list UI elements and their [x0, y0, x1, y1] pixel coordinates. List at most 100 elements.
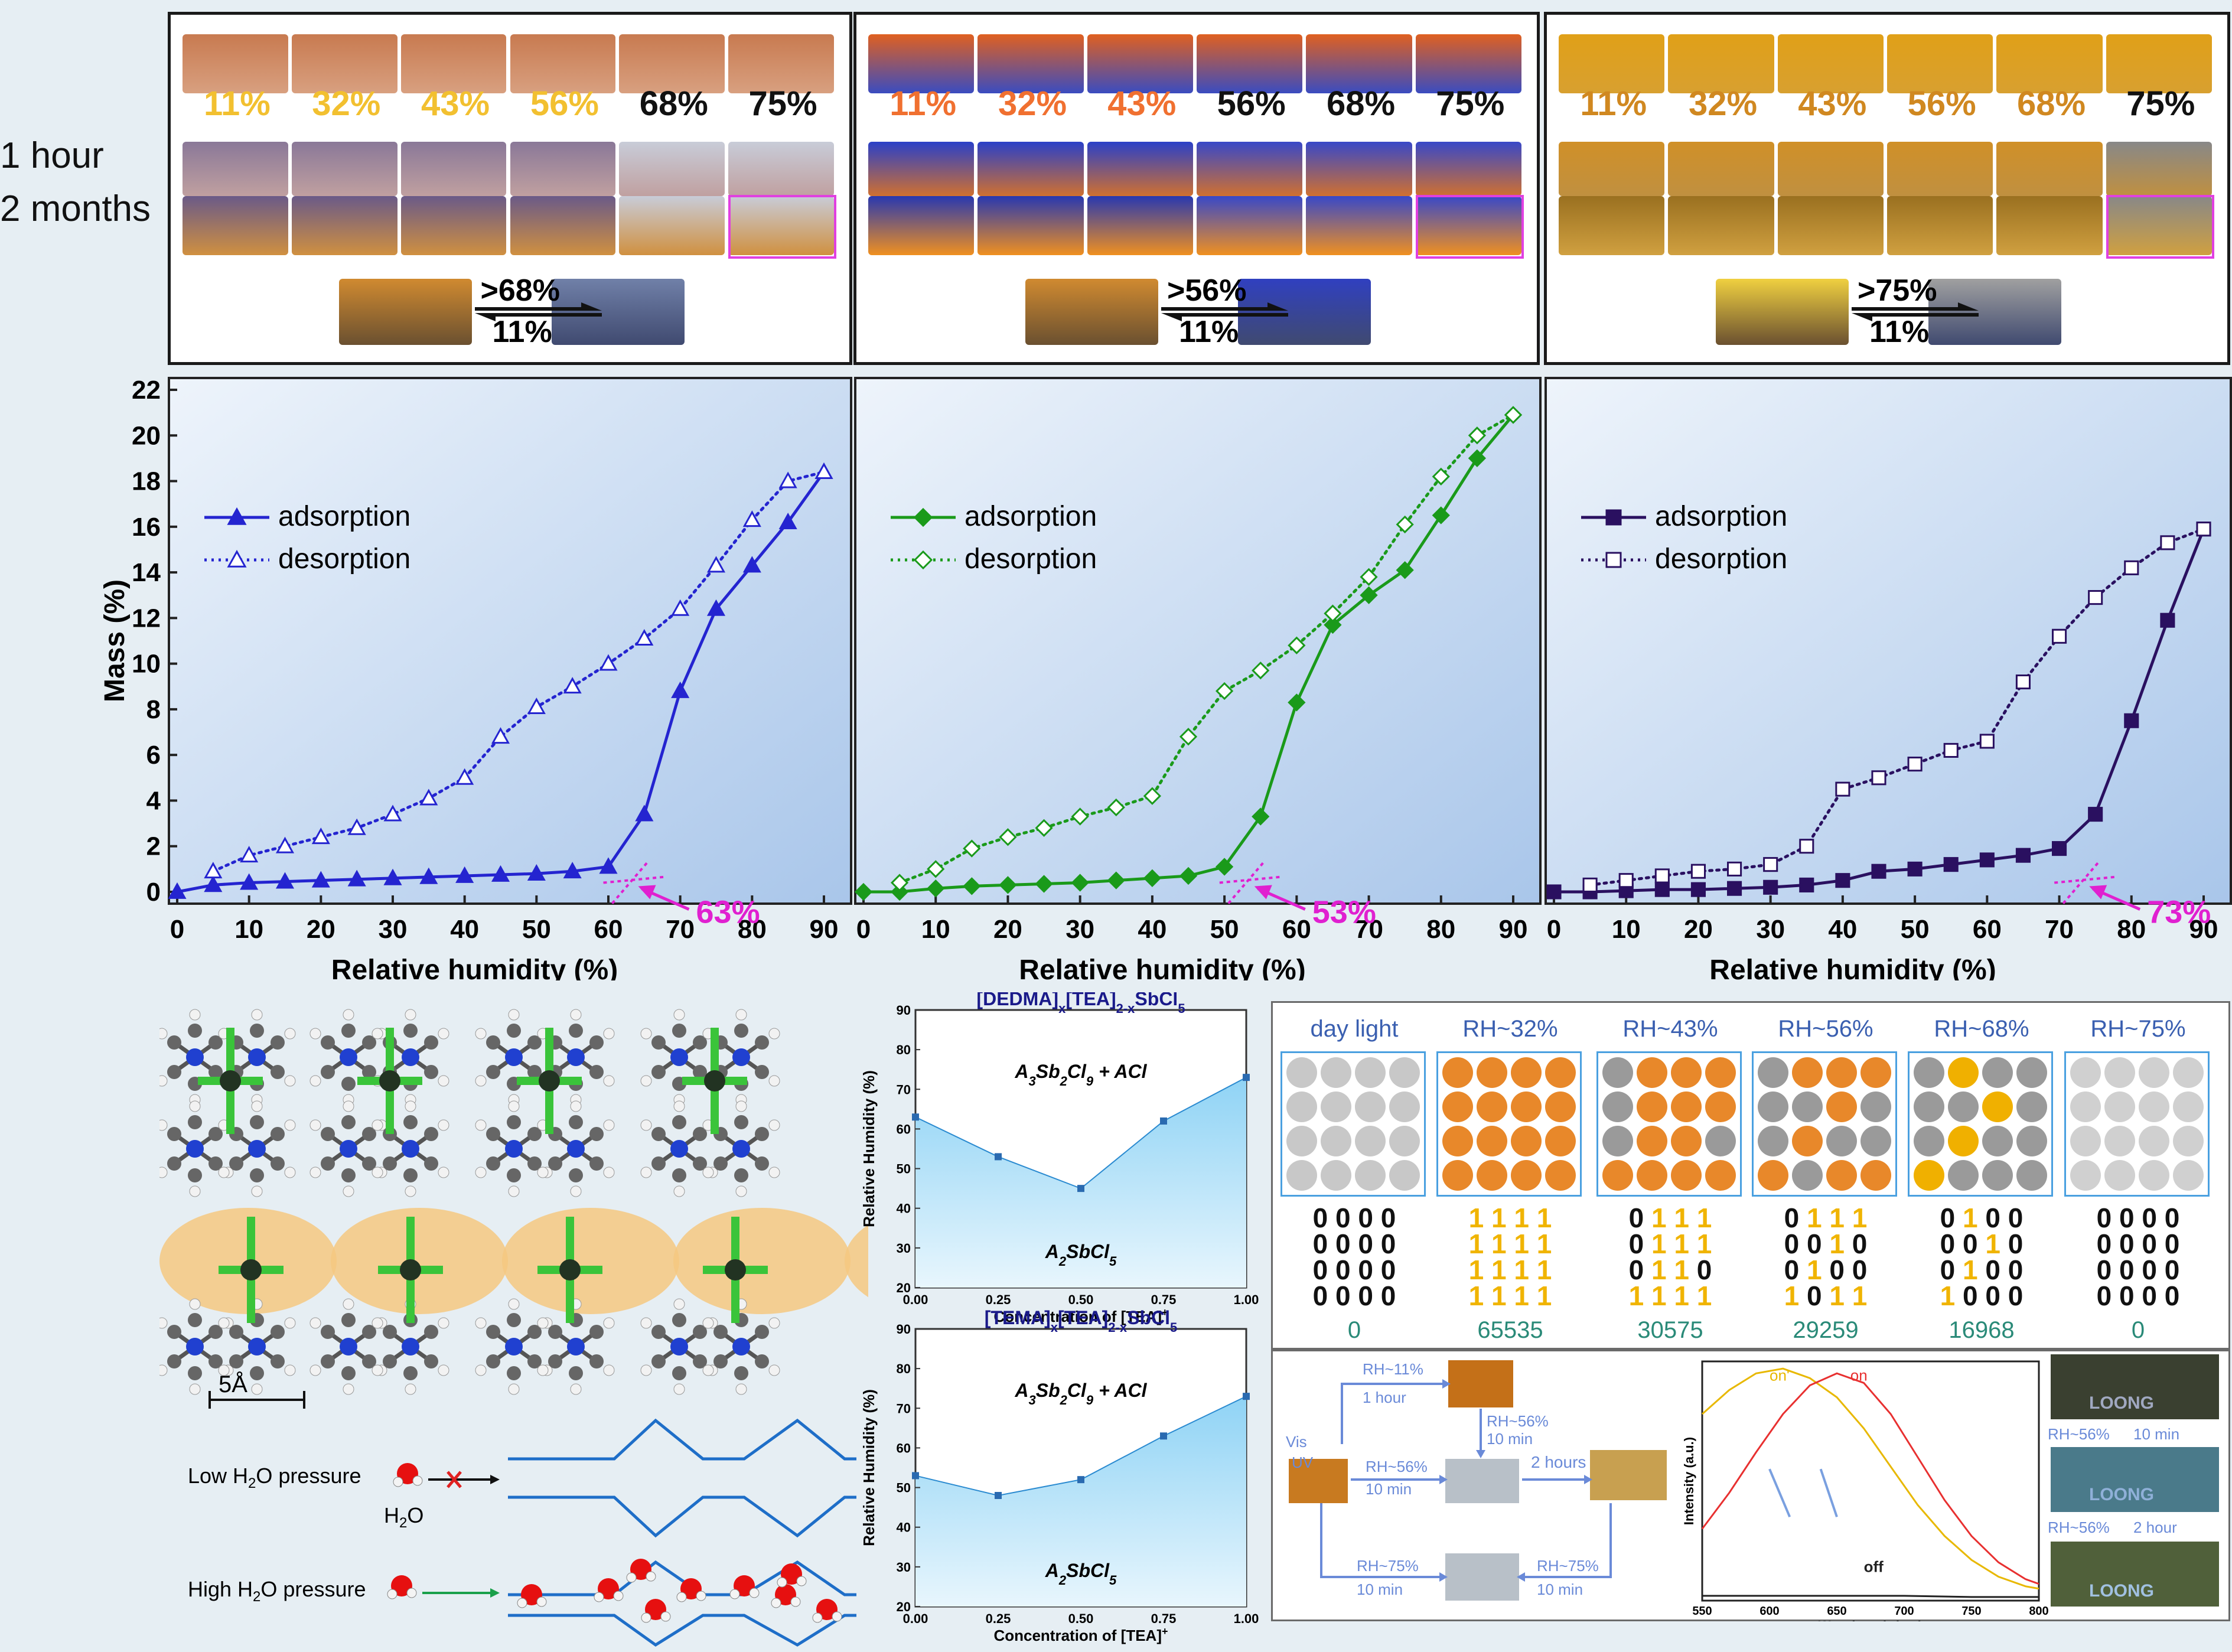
sample-photo: [1087, 196, 1193, 255]
nitrogen-atom: [340, 1338, 357, 1356]
carbon-atom: [229, 1156, 243, 1171]
legend-desorption-marker: [913, 550, 933, 570]
water-molecule: [630, 1559, 651, 1580]
desorption-point: [563, 677, 582, 694]
bit: 0: [2164, 1255, 2180, 1285]
desorption-point: [1035, 819, 1053, 837]
sample-dot: [1286, 1126, 1317, 1156]
x-axis-label: Concentration of [TEA]+: [993, 1306, 1168, 1325]
rh-header: RH~68%: [1934, 1016, 2029, 1042]
bit: 0: [2164, 1280, 2180, 1311]
adsorption-point: [1835, 873, 1850, 888]
sample-dot: [1602, 1091, 1633, 1122]
x-axis-label: Relative humidity (%): [1709, 954, 1996, 980]
carbon-atom: [424, 1035, 438, 1050]
sample-dot: [1321, 1126, 1351, 1156]
bit: 0: [1335, 1280, 1358, 1311]
x-tick-label: 0.50: [1068, 1292, 1094, 1307]
hydrogen-atom: [640, 1166, 652, 1178]
sample-photo: [977, 196, 1084, 255]
sample-photo: [619, 142, 725, 196]
sample-photo: [1306, 34, 1412, 93]
hydrogen-atom: [412, 1475, 423, 1486]
bit: 0: [1807, 1229, 1830, 1259]
nitrogen-atom: [402, 1140, 419, 1158]
hydrogen-atom: [641, 1612, 651, 1623]
arrowhead: [1584, 1475, 1592, 1484]
rh-label: 43%: [1107, 84, 1177, 123]
x-tick-label: 1.00: [1234, 1611, 1259, 1626]
sample-dot: [1982, 1091, 2013, 1122]
forward-arrow: [1161, 302, 1288, 311]
boundary-point: [1243, 1393, 1250, 1400]
sample-dot: [1511, 1160, 1542, 1191]
flow-arrow: [1525, 1503, 1612, 1578]
reversible-arrow: [474, 302, 602, 321]
sample-dot: [1826, 1126, 1857, 1156]
carbon-atom: [341, 1115, 356, 1129]
highlight-box: [728, 195, 836, 259]
adsorption-point: [1179, 866, 1198, 885]
y-tick-label: 18: [132, 467, 161, 496]
hydrogen-atom: [777, 1577, 787, 1588]
hydrogen-atom: [343, 1100, 354, 1112]
bit: 1: [1651, 1203, 1674, 1233]
bit: 0: [2008, 1255, 2024, 1285]
adsorption-point: [1654, 882, 1670, 897]
bit: 0: [1852, 1255, 1868, 1285]
carbon-atom: [208, 1156, 223, 1171]
bit: 1: [1674, 1255, 1697, 1285]
y-tick-label: 80: [897, 1042, 911, 1057]
water-channel-density: [845, 1224, 868, 1298]
title-part: [TEA]: [1058, 1307, 1108, 1328]
nitrogen-atom: [402, 1338, 419, 1356]
hydrogen-atom: [475, 1166, 487, 1178]
y-tick-label: 30: [897, 1560, 911, 1575]
bit: 0: [1335, 1203, 1358, 1233]
series-label-on: on: [1850, 1366, 1868, 1384]
carbon-atom: [424, 1325, 438, 1339]
bit: 0: [2164, 1203, 2180, 1233]
carbon-atom: [651, 1354, 666, 1368]
carbon-atom: [755, 1156, 769, 1171]
y-tick-label: 70: [897, 1401, 911, 1416]
bit: 1: [1829, 1203, 1852, 1233]
bit: 0: [1312, 1229, 1336, 1259]
bit: 0: [1358, 1255, 1381, 1285]
adsorption-point: [2052, 841, 2067, 856]
carbon-atom: [271, 1127, 285, 1141]
desorption-point: [1871, 770, 1886, 786]
antimony-atom: [539, 1070, 560, 1091]
legend-adsorption-label: adsorption: [278, 501, 410, 532]
water-molecule: [775, 1584, 796, 1605]
nitrogen-atom: [732, 1048, 750, 1066]
bit: 0: [2119, 1255, 2142, 1285]
hydrogen-atom: [570, 1100, 582, 1112]
flow-label: RH~75%: [1537, 1557, 1599, 1575]
bit-matrix: 0 1 1 1 0 1 1 1 0 1 1 0 1 1 1 1: [1596, 1203, 1744, 1309]
hydrogen-atom: [372, 1317, 383, 1329]
carbon-atom: [527, 1325, 542, 1339]
carbon-atom: [589, 1127, 604, 1141]
carbon-atom: [403, 1115, 418, 1129]
annotation-arrowhead: [1254, 885, 1272, 900]
carbon-atom: [424, 1127, 438, 1141]
rh-label: 32%: [1688, 84, 1758, 123]
phase-diagram-1: 20 30 40 50 60 70 80 90 0.00 0.25 0.50 0.75 1.00 [DED…: [860, 992, 1259, 1325]
phase-diagrams: 20 30 40 50 60 70 80 90 0.00 0.25 0.50 0.75 1.00 [DED…: [860, 992, 1259, 1644]
flow-label: 10 min: [1487, 1430, 1533, 1448]
sample-dot: [1511, 1091, 1542, 1122]
nitrogen-atom: [248, 1048, 266, 1066]
bit: 0: [1312, 1203, 1336, 1233]
carbon-atom: [589, 1156, 604, 1171]
sample-photo: [1559, 34, 1665, 93]
carbon-atom: [589, 1354, 604, 1368]
plot-area: [1545, 377, 2232, 905]
hydrogen-atom: [537, 1364, 549, 1376]
x-tick-label: 30: [379, 915, 408, 944]
desorption-point: [1288, 636, 1306, 654]
desorption-point: [1143, 787, 1162, 805]
x-tick-label: 20: [1684, 915, 1713, 944]
loong-step: RH~56%: [2048, 1519, 2110, 1536]
carbon-atom: [424, 1156, 438, 1171]
